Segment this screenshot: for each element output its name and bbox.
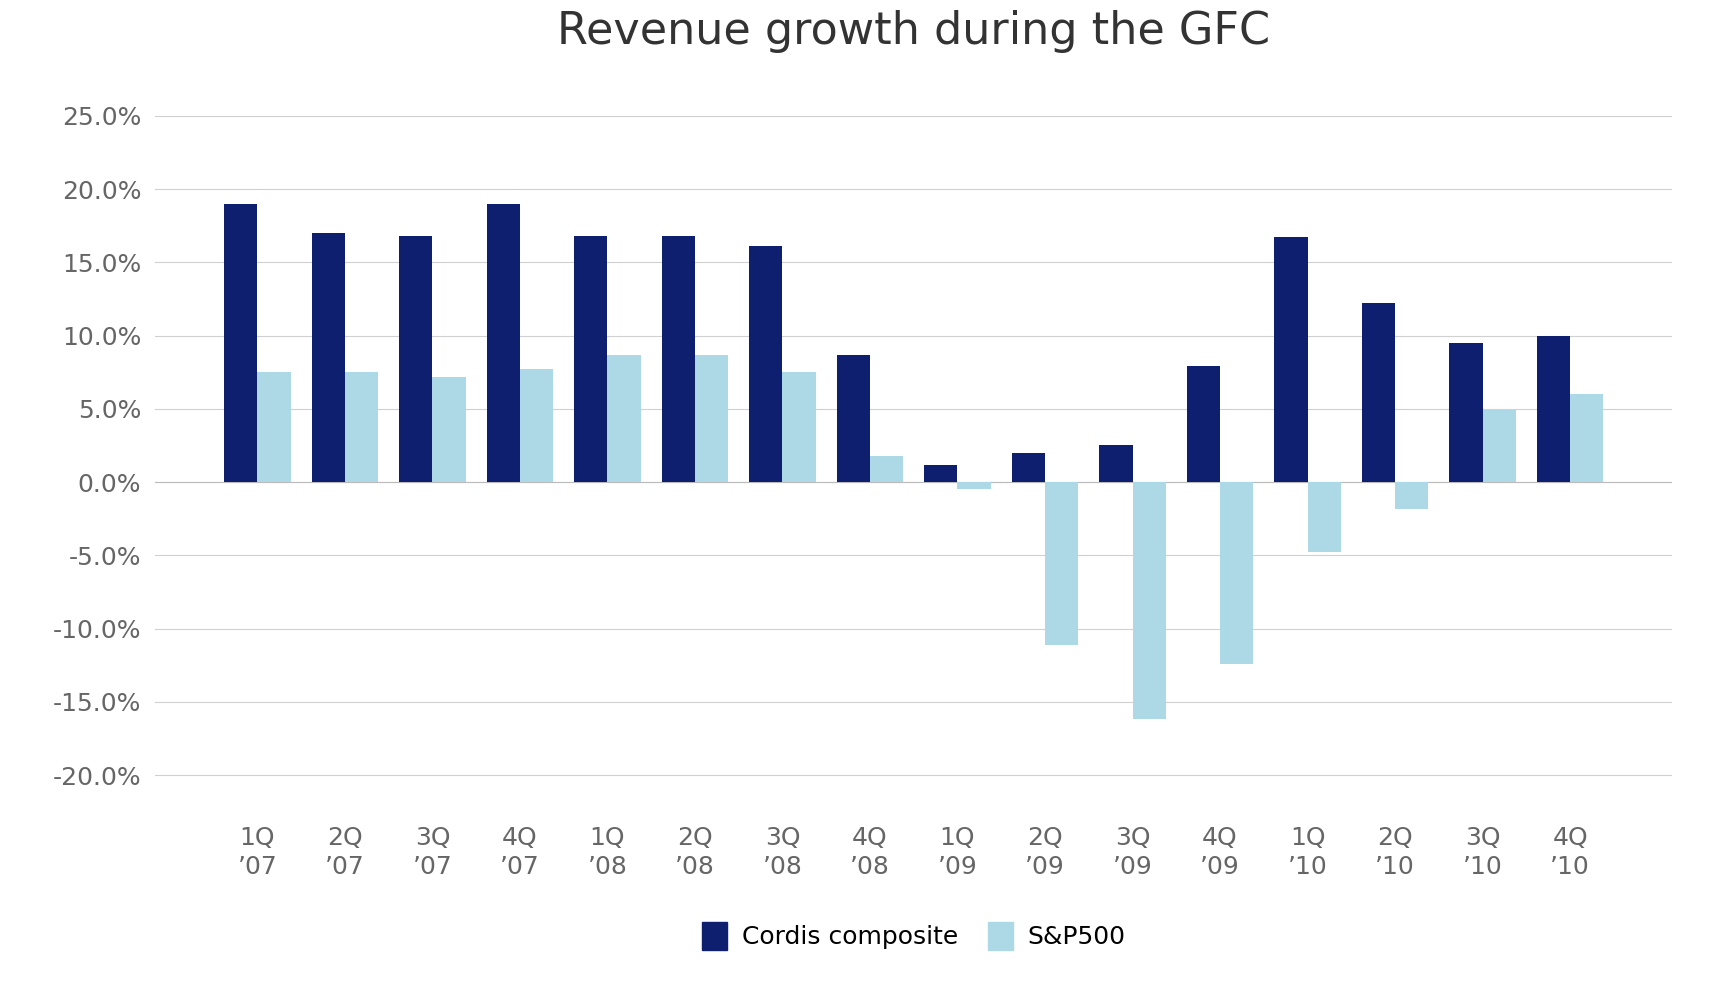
Bar: [257, 372, 291, 482]
Bar: [662, 236, 694, 482]
Bar: [750, 247, 782, 482]
Bar: [1011, 452, 1044, 482]
Bar: [836, 354, 870, 482]
Bar: [345, 372, 377, 482]
Bar: [1535, 336, 1570, 482]
Bar: [1361, 303, 1394, 482]
Bar: [574, 236, 606, 482]
Bar: [1099, 446, 1132, 482]
Legend: Cordis composite, S&P500: Cordis composite, S&P500: [691, 912, 1135, 960]
Bar: [956, 482, 991, 489]
Bar: [1132, 482, 1165, 720]
Bar: [1570, 394, 1602, 482]
Title: Revenue growth during the GFC: Revenue growth during the GFC: [557, 11, 1270, 53]
Bar: [870, 455, 903, 482]
Bar: [1449, 343, 1482, 482]
Bar: [606, 354, 641, 482]
Bar: [1394, 482, 1427, 509]
Bar: [312, 233, 345, 482]
Bar: [1482, 410, 1515, 482]
Bar: [1185, 366, 1220, 482]
Bar: [924, 464, 956, 482]
Bar: [1220, 482, 1253, 664]
Bar: [1306, 482, 1340, 552]
Bar: [486, 204, 520, 482]
Bar: [1273, 238, 1306, 482]
Bar: [694, 354, 727, 482]
Bar: [224, 204, 257, 482]
Bar: [782, 372, 815, 482]
Bar: [1044, 482, 1077, 644]
Bar: [432, 376, 465, 482]
Bar: [400, 236, 432, 482]
Bar: [520, 369, 553, 482]
